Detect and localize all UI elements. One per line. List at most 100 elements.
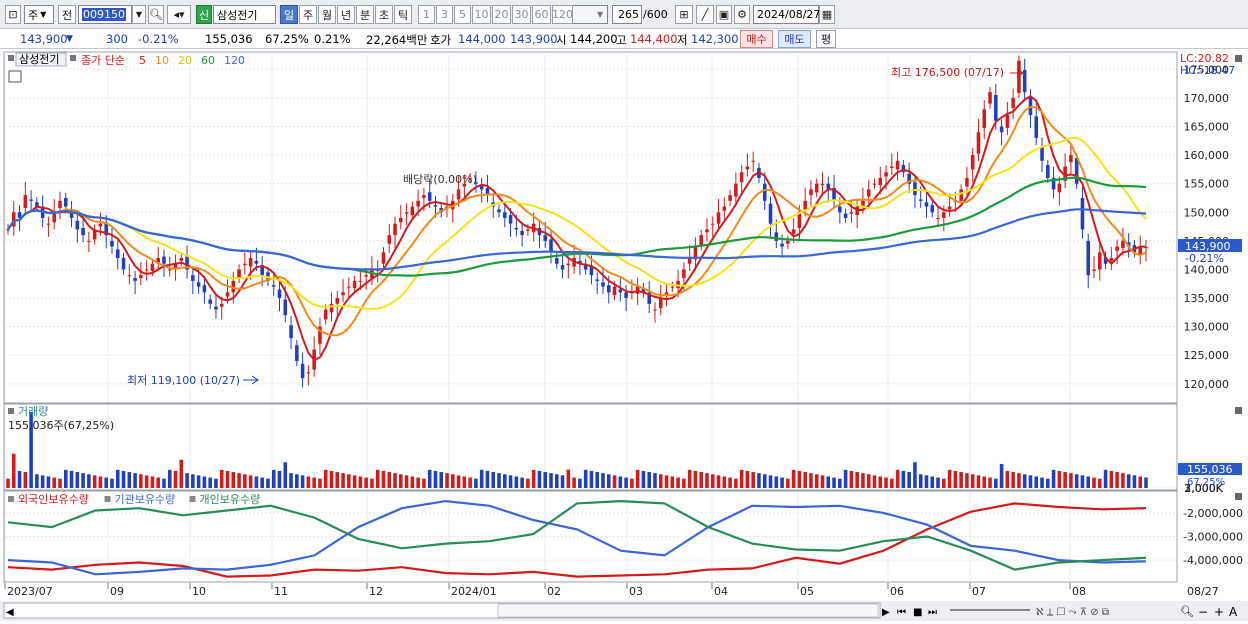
volume-bar [167, 469, 172, 488]
volume-bar [866, 474, 871, 488]
candle-body [387, 235, 392, 244]
save-icon[interactable]: ▣ [716, 5, 732, 24]
multiplier-30[interactable]: 30 [512, 5, 531, 24]
candle-body [774, 232, 779, 241]
text-size-icon[interactable]: A [1229, 605, 1238, 619]
period-select[interactable]: 주 ▼ [24, 5, 54, 24]
multiplier-60[interactable]: 60 [532, 5, 551, 24]
volume-bar [427, 469, 432, 488]
candle-body [404, 212, 409, 214]
price-tick: 140,000 [1184, 263, 1230, 276]
fast-forward-icon[interactable]: ⏭ [928, 607, 937, 618]
gear-icon[interactable]: ⚙ [734, 5, 750, 24]
custom-interval-input[interactable]: ▼ [571, 5, 608, 24]
prev-button[interactable]: 전 [58, 5, 76, 24]
calendar-icon[interactable]: ▦ [819, 5, 835, 24]
multiplier-10[interactable]: 10 [472, 5, 491, 24]
volume-bar [676, 477, 680, 488]
stock-name-field[interactable]: 삼성전기 [213, 5, 276, 24]
rewind-icon[interactable]: ⏮ [897, 607, 906, 618]
interval-4[interactable]: 분 [356, 5, 374, 24]
table-icon[interactable] [8, 70, 22, 83]
candle-body [676, 280, 680, 289]
multiplier-20[interactable]: 20 [492, 5, 511, 24]
tool-icons[interactable]: ℵ ⟂ ☐ ⤳ ⊼ ⊘ ⧉ [1036, 607, 1109, 618]
candle-body [734, 183, 738, 197]
sell-button[interactable]: 매도 [778, 30, 811, 48]
code-dropdown-icon[interactable]: ▼ [132, 5, 146, 24]
volume-current-tag-text: 155,036 [1187, 463, 1233, 476]
candle-body [1103, 256, 1108, 264]
candle-body [87, 240, 91, 242]
ma-legend-5: 5 [139, 54, 146, 67]
volume-tick: 1,000K [1184, 482, 1223, 495]
chart-area[interactable]: 175,000 170,000 165,000 160,000 155,000 150,0… [0, 49, 1248, 621]
volume-bar [248, 475, 253, 488]
volume-bar [809, 473, 813, 488]
draw-icon[interactable]: ╱ [696, 5, 714, 24]
scroll-thumb[interactable] [497, 603, 879, 618]
interval-3[interactable]: 년 [337, 5, 355, 24]
zoom-track[interactable] [950, 609, 1030, 611]
volume-bar [468, 477, 472, 488]
chart-canvas[interactable]: 175,000 170,000 165,000 160,000 155,000 150,0… [0, 49, 1248, 621]
volume-bar [826, 476, 831, 488]
count-input[interactable]: 265 [612, 5, 642, 24]
buy-button[interactable]: 매수 [740, 30, 773, 48]
volume-bar [976, 475, 981, 488]
candle-body [780, 243, 784, 247]
volume-bar [29, 411, 33, 488]
avg-button[interactable]: 평 [816, 30, 836, 48]
window-icon[interactable]: ⊡ [5, 5, 21, 24]
volume-bar [612, 475, 617, 488]
interval-1[interactable]: 주 [299, 5, 317, 24]
interval-2[interactable]: 월 [318, 5, 336, 24]
chart-type-icon[interactable]: ⊞ [675, 5, 693, 24]
holding-line [7, 499, 1147, 576]
speaker-icon[interactable]: ◂▾ [167, 5, 191, 24]
volume-bar [907, 472, 911, 488]
multiplier-1[interactable]: 1 [418, 5, 435, 24]
interval-0[interactable]: 일 [280, 5, 298, 24]
multiplier-3[interactable]: 3 [436, 5, 453, 24]
volume-bar [451, 474, 455, 488]
code-input[interactable]: 009150 [78, 5, 132, 24]
volume-bar [918, 474, 923, 488]
candle-body [1126, 242, 1131, 247]
candle-body [208, 299, 212, 304]
candle-body [185, 256, 189, 270]
multiplier-120[interactable]: 120 [552, 5, 573, 24]
count-total: /600 [643, 8, 668, 21]
search-icon[interactable]: 🔍︎ [148, 5, 164, 24]
interval-5[interactable]: 초 [375, 5, 393, 24]
holding-tick: -3,000,000 [1183, 531, 1243, 544]
quote-bar: 143,900 ▼ 300 -0.21% 155,036 67.25% 0.21… [0, 29, 1248, 49]
maximize-icon[interactable] [1235, 407, 1242, 414]
multiplier-5[interactable]: 5 [454, 5, 471, 24]
volume-bar [855, 472, 859, 488]
scroll-right-icon[interactable]: ▶ [882, 607, 890, 618]
panel-collapse-icon[interactable] [8, 55, 14, 61]
panel-collapse-icon[interactable] [8, 408, 14, 414]
volume-bar [734, 478, 738, 488]
volume-bar [214, 478, 218, 488]
zoom-search-icon[interactable]: 🔍︎ [1180, 605, 1194, 618]
interval-6[interactable]: 틱 [394, 5, 412, 24]
zoom-in-icon[interactable]: + [1214, 605, 1224, 619]
volume-bar [797, 470, 802, 488]
candle-body [23, 195, 28, 208]
scroll-left-icon[interactable]: ◀ [6, 607, 14, 618]
volume-panel [3, 403, 1178, 491]
date-input[interactable]: 2024/08/27 [753, 5, 820, 24]
candle-body [653, 309, 657, 311]
zoom-out-icon[interactable]: − [1198, 605, 1208, 619]
volume-bar [757, 473, 761, 488]
candle-body [150, 263, 155, 271]
candle-body [612, 286, 617, 296]
volume-bar [219, 469, 224, 488]
maximize-icon[interactable] [1235, 55, 1242, 62]
holding-legend: 외국인보유수량 기관보유수량 개인보유수량 [8, 493, 260, 506]
stop-icon[interactable]: ■ [913, 607, 922, 618]
maximize-icon[interactable] [1235, 493, 1242, 500]
candle-body [1115, 246, 1119, 251]
